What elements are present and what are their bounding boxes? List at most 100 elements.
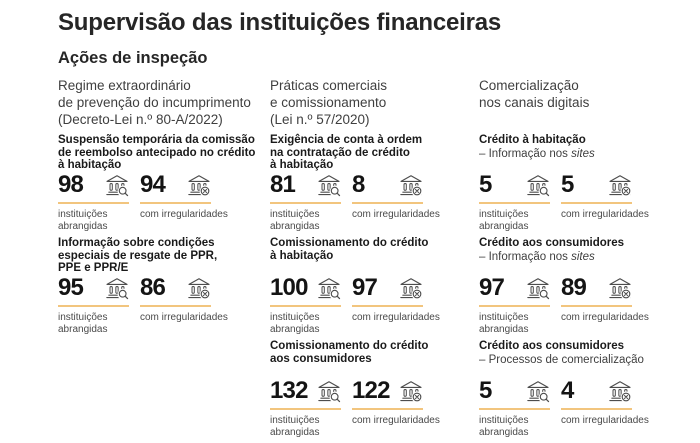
stat-row: 95 instituições abrangidas 86 com irregu… xyxy=(58,274,270,340)
columns-row: Regime extraordinário de prevenção do in… xyxy=(58,77,700,443)
heading-line: à habitação xyxy=(58,159,122,171)
section-credito-habitacao-sites: Crédito à habitação – Informação nos sit… xyxy=(479,134,700,237)
stat-covered: 5 instituições abrangidas xyxy=(479,171,550,237)
heading-line: Suspensão temporária da comissão xyxy=(58,134,255,146)
column-title-line: de prevenção do incumprimento xyxy=(58,95,251,110)
accent-underline xyxy=(140,305,211,307)
bank-magnifier-icon xyxy=(105,174,129,197)
section-comissionamento-consumidores: Comissionamento do crédito aos consumido… xyxy=(270,340,479,443)
bank-magnifier-icon xyxy=(526,174,550,197)
stat-label: instituições abrangidas xyxy=(270,312,320,335)
stat-value: 94 xyxy=(140,171,166,198)
heading-subline: – Informação nos sites xyxy=(479,251,700,264)
stat-label: com irregularidades xyxy=(352,209,440,220)
accent-underline xyxy=(58,202,129,204)
stat-value: 89 xyxy=(561,274,587,301)
stat-covered: 132 instituições abrangidas xyxy=(270,377,341,443)
heading-subline: – Processos de comercialização xyxy=(479,354,700,367)
stat-value: 81 xyxy=(270,171,296,198)
accent-underline xyxy=(352,408,423,410)
accent-underline xyxy=(352,202,423,204)
stat-label: com irregularidades xyxy=(140,312,228,323)
bank-magnifier-icon xyxy=(317,380,341,403)
heading-line: à habitação xyxy=(270,159,334,171)
stat-value: 86 xyxy=(140,274,166,301)
stat-value: 5 xyxy=(479,171,492,198)
stat-label: com irregularidades xyxy=(352,415,440,426)
stat-irregularities: 89 com irregularidades xyxy=(561,274,649,340)
column-title: Comercialização nos canais digitais xyxy=(479,77,700,134)
section-heading: Comissionamento do crédito aos consumido… xyxy=(270,340,479,380)
column-title-line: Regime extraordinário xyxy=(58,78,191,93)
heading-line: Crédito à habitação xyxy=(479,134,586,146)
stat-irregularities: 4 com irregularidades xyxy=(561,377,649,443)
stat-covered: 81 instituições abrangidas xyxy=(270,171,341,237)
stat-irregularities: 86 com irregularidades xyxy=(140,274,228,340)
accent-underline xyxy=(561,202,632,204)
subline-italic: sites xyxy=(571,147,595,160)
stat-covered: 98 instituições abrangidas xyxy=(58,171,129,237)
stat-value: 8 xyxy=(352,171,365,198)
heading-line: Informação sobre condições xyxy=(58,237,215,249)
stat-row: 97 instituições abrangidas 89 com irregu… xyxy=(479,274,700,340)
heading-line: na contratação de crédito xyxy=(270,146,410,159)
stat-label: instituições abrangidas xyxy=(479,209,529,232)
stat-label: com irregularidades xyxy=(561,209,649,220)
subline-text: – Processos de comercialização xyxy=(479,353,644,366)
stat-row: 5 instituições abrangidas 5 com irregula… xyxy=(479,171,700,237)
heading-subline: – Informação nos sites xyxy=(479,148,700,161)
stat-label: instituições abrangidas xyxy=(270,415,320,438)
stat-irregularities: 5 com irregularidades xyxy=(561,173,649,237)
accent-underline xyxy=(352,305,423,307)
subline-italic: sites xyxy=(571,250,595,263)
bank-cross-icon xyxy=(399,380,423,403)
accent-underline xyxy=(479,202,550,204)
accent-underline xyxy=(561,305,632,307)
heading-line: Comissionamento do crédito xyxy=(270,237,429,249)
stat-irregularities: 94 com irregularidades xyxy=(140,171,228,237)
stat-label: instituições abrangidas xyxy=(479,312,529,335)
stat-value: 97 xyxy=(352,274,378,301)
column-title-line: nos canais digitais xyxy=(479,95,590,110)
bank-cross-icon xyxy=(608,277,632,300)
section-heading: Crédito aos consumidores – Informação no… xyxy=(479,237,700,277)
accent-underline xyxy=(270,305,341,307)
section-heading: Informação sobre condições especiais de … xyxy=(58,237,270,277)
stat-value: 5 xyxy=(479,377,492,404)
column-title-line: e comissionamento xyxy=(270,95,387,110)
stat-label: instituições abrangidas xyxy=(58,209,108,232)
column-title-line: Práticas comerciais xyxy=(270,78,388,93)
stat-value: 95 xyxy=(58,274,84,301)
bank-cross-icon xyxy=(399,174,423,197)
bank-magnifier-icon xyxy=(526,380,550,403)
section-heading: Crédito aos consumidores – Processos de … xyxy=(479,340,700,380)
heading-line: Comissionamento do crédito xyxy=(270,340,429,352)
bank-cross-icon xyxy=(608,380,632,403)
stat-label: com irregularidades xyxy=(352,312,440,323)
column-title-line: (Decreto-Lei n.º 80-A/2022) xyxy=(58,112,223,127)
stat-value: 132 xyxy=(270,377,308,404)
stat-row: 81 instituições abrangidas 8 com irregul… xyxy=(270,171,479,237)
accent-underline xyxy=(479,305,550,307)
stat-row: 100 instituições abrangidas 97 com irreg… xyxy=(270,274,479,340)
stat-covered: 100 instituições abrangidas xyxy=(270,276,341,340)
stat-value: 4 xyxy=(561,377,574,404)
heading-line: Crédito aos consumidores xyxy=(479,340,625,352)
stat-value: 98 xyxy=(58,171,84,198)
section-exigencia-conta: Exigência de conta à ordem na contrataçã… xyxy=(270,134,479,237)
section-resgate-ppr: Informação sobre condições especiais de … xyxy=(58,237,270,340)
stat-value: 97 xyxy=(479,274,505,301)
stat-row: 132 instituições abrangidas 122 com irre… xyxy=(270,377,479,443)
stat-label: instituições abrangidas xyxy=(270,209,320,232)
subline-text: – Informação nos xyxy=(479,147,572,160)
column-praticas-comerciais: Práticas comerciais e comissionamento (L… xyxy=(270,77,479,443)
bank-magnifier-icon xyxy=(105,277,129,300)
accent-underline xyxy=(270,202,341,204)
stat-label: instituições abrangidas xyxy=(58,312,108,335)
heading-line: PPE e PPR/E xyxy=(58,262,129,274)
bank-cross-icon xyxy=(608,174,632,197)
accent-underline xyxy=(561,408,632,410)
stat-row: 5 instituições abrangidas 4 com irregula… xyxy=(479,377,700,443)
stat-covered: 97 instituições abrangidas xyxy=(479,274,550,340)
